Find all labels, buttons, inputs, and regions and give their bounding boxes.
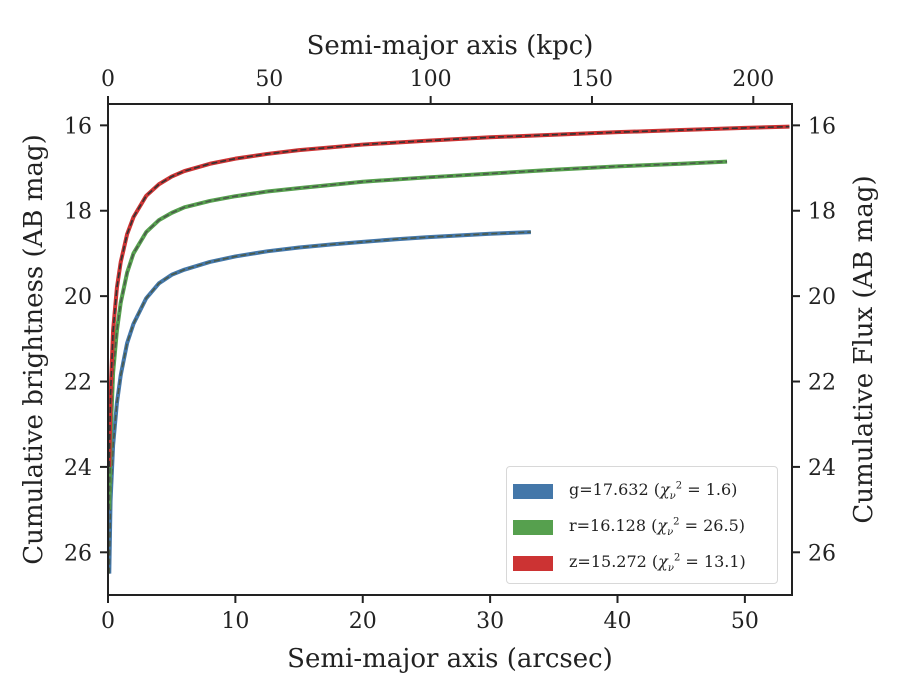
legend-swatch-r — [513, 519, 553, 535]
x-tick-label-top: 200 — [732, 67, 774, 92]
legend-swatch-g — [513, 483, 553, 499]
y-tick-label-left: 18 — [64, 200, 92, 225]
series-line-g — [107, 230, 531, 574]
x-tick-label-top: 150 — [571, 67, 613, 92]
series-line-r — [107, 159, 728, 510]
x-tick-label-bottom: 40 — [603, 609, 631, 634]
y-tick-label-right: 16 — [808, 114, 836, 139]
legend-label-g: g=17.632 (χν2 = 1.6) — [569, 479, 738, 503]
series-fit-z — [108, 125, 790, 467]
x-axis-label-bottom: Semi-major axis (arcsec) — [287, 644, 613, 674]
y-tick-label-right: 20 — [808, 285, 836, 310]
x-tick-label-bottom: 10 — [221, 609, 249, 634]
y-tick-label-left: 20 — [64, 285, 92, 310]
legend-item-r: r=16.128 (χν2 = 26.5) — [513, 509, 777, 545]
x-tick-label-bottom: 20 — [349, 609, 377, 634]
legend-label-z: z=15.272 (χν2 = 13.1) — [569, 551, 746, 575]
series-fit-g — [108, 231, 531, 574]
y-tick-label-right: 24 — [808, 456, 836, 481]
x-tick-label-bottom: 0 — [101, 609, 115, 634]
y-tick-label-right: 18 — [808, 200, 836, 225]
x-tick-label-top: 0 — [101, 67, 115, 92]
axes-layer: 0 10 20 30 40 50 0 50 100 150 200 16 18 20 22 24 26 16 18 2… — [64, 67, 836, 634]
x-tick-label-bottom: 50 — [731, 609, 759, 634]
x-tick-label-top: 50 — [255, 67, 283, 92]
y-tick-label-left: 26 — [64, 541, 92, 566]
legend: g=17.632 (χν2 = 1.6) r=16.128 (χν2 = 26.… — [506, 466, 778, 584]
x-tick-label-bottom: 30 — [476, 609, 504, 634]
legend-item-g: g=17.632 (χν2 = 1.6) — [513, 473, 777, 509]
x-tick-label-top: 100 — [410, 67, 452, 92]
y-tick-label-right: 26 — [808, 541, 836, 566]
plot-frame — [107, 103, 793, 596]
legend-item-z: z=15.272 (χν2 = 13.1) — [513, 545, 777, 581]
y-tick-label-left: 22 — [64, 371, 92, 396]
series-fit-r — [108, 160, 728, 510]
y-tick-label-left: 24 — [64, 456, 92, 481]
legend-label-r: r=16.128 (χν2 = 26.5) — [569, 515, 745, 539]
y-tick-label-left: 16 — [64, 114, 92, 139]
y-axis-label-right: Cumulative Flux (AB mag) — [849, 175, 879, 523]
y-axis-label-left: Cumulative brightness (AB mag) — [19, 134, 49, 565]
series-layer — [107, 124, 790, 574]
y-tick-label-right: 22 — [808, 371, 836, 396]
x-axis-label-top: Semi-major axis (kpc) — [307, 31, 594, 61]
legend-swatch-z — [513, 555, 553, 571]
